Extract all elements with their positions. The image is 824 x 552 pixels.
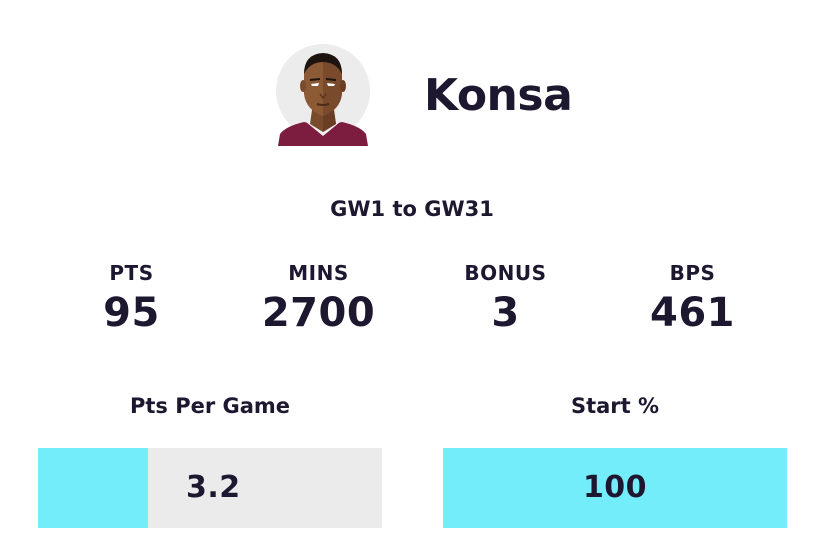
- pts-per-game-bar-fill: [38, 448, 148, 528]
- stats-row: PTS 95 MINS 2700 BONUS 3 BPS 461: [38, 258, 786, 348]
- stat-label: BPS: [669, 261, 716, 285]
- stat-value: 95: [103, 290, 160, 336]
- player-avatar-icon: [276, 44, 370, 146]
- stat-label: BONUS: [464, 261, 547, 285]
- stat-pts: PTS 95: [38, 258, 225, 338]
- pts-per-game-value: 3.2: [186, 470, 241, 505]
- stat-label: PTS: [109, 261, 154, 285]
- start-pct-value: 100: [582, 470, 648, 505]
- stat-bonus: BONUS 3: [412, 258, 599, 338]
- pts-per-game-bar: 3.2: [38, 448, 382, 528]
- stat-label: MINS: [288, 261, 349, 285]
- start-pct-bar: 100: [443, 448, 787, 528]
- stat-value: 2700: [261, 290, 376, 336]
- player-name: Konsa: [424, 70, 573, 121]
- stat-mins: MINS 2700: [225, 258, 412, 338]
- start-pct-bar-fill: [443, 448, 787, 528]
- player-header: Konsa: [0, 0, 824, 160]
- stat-bps: BPS 461: [599, 258, 786, 338]
- stat-value: 3: [491, 290, 520, 336]
- stat-value: 461: [650, 290, 735, 336]
- gameweek-range: GW1 to GW31: [330, 197, 494, 221]
- pts-per-game-title: Pts Per Game: [129, 394, 291, 418]
- start-pct-title: Start %: [570, 394, 660, 418]
